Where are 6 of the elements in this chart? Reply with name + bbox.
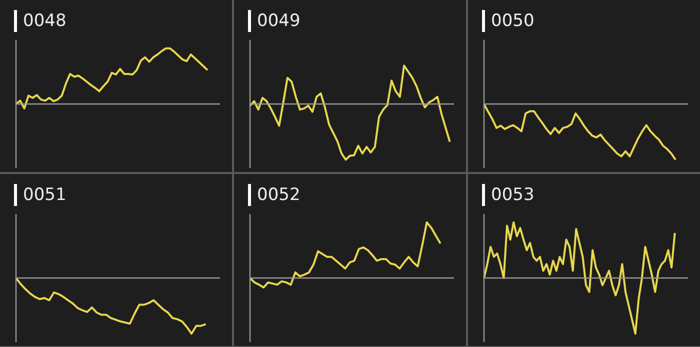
chart-title: 0052 (248, 184, 458, 206)
chart-title: 0051 (14, 184, 224, 206)
chart-title: 0053 (482, 184, 692, 206)
chart-title: 0050 (482, 10, 692, 32)
chart-title: 0049 (248, 10, 458, 32)
chart-title: 0048 (14, 10, 224, 32)
